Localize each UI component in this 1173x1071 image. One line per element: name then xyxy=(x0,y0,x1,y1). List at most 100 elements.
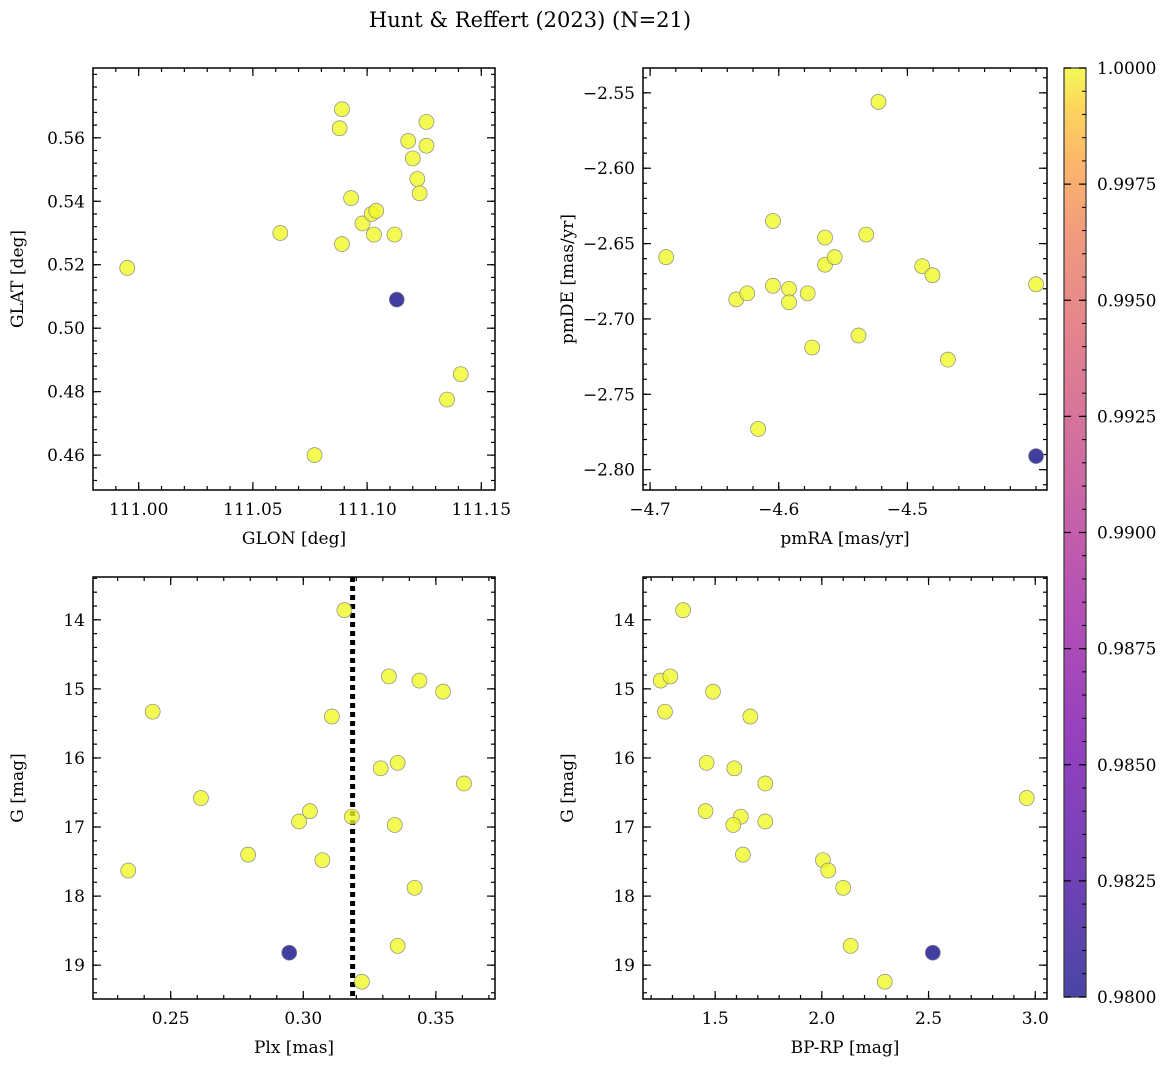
x-axis-label: GLON [deg] xyxy=(242,529,346,549)
colorbar-tick-label: 1.0000 xyxy=(1097,59,1156,79)
figure-title: Hunt & Reffert (2023) (N=21) xyxy=(369,8,691,32)
scatter-point xyxy=(406,879,423,896)
y-tick-label: 17 xyxy=(63,818,85,838)
scatter-point xyxy=(120,862,137,879)
panel-2: −4.7 −4.6 −4.5 −2.80 −2.75 −2.70 −2.65 −2.60 −2.… xyxy=(558,67,1048,549)
axis-ticks xyxy=(643,68,1047,490)
x-tick-label: 3.0 xyxy=(1022,1009,1049,1029)
scatter-point xyxy=(870,94,887,110)
scatter-point xyxy=(144,703,161,720)
x-tick-label: −4.6 xyxy=(758,500,799,520)
scatter-point xyxy=(404,150,421,167)
scatter-point xyxy=(705,683,721,700)
scatter-point xyxy=(409,171,426,187)
scatter-point xyxy=(381,668,397,685)
x-tick-label: 111.00 xyxy=(109,500,168,520)
y-tick-label: 0.48 xyxy=(47,383,85,403)
colorbar-tick-label: 0.9900 xyxy=(1097,524,1156,544)
scatter-point xyxy=(781,294,797,311)
scatter-point xyxy=(1028,448,1044,464)
scatter-point xyxy=(657,703,673,720)
axis-ticks xyxy=(93,577,495,999)
data-layer xyxy=(652,602,1035,990)
scatter-point xyxy=(765,213,781,229)
scatter-point xyxy=(314,852,331,869)
data-layer xyxy=(119,101,469,463)
axis-ticks xyxy=(643,577,1047,999)
scatter-point xyxy=(240,846,256,863)
x-tick-label: 1.5 xyxy=(702,1009,729,1029)
scatter-point xyxy=(306,447,323,463)
scatter-point xyxy=(876,973,893,990)
scatter-point xyxy=(343,808,360,825)
y-tick-label: 14 xyxy=(63,611,85,631)
scatter-point xyxy=(757,813,774,830)
colorbar-tick-label: 0.9800 xyxy=(1097,988,1156,1008)
x-axis-label: Plx [mas] xyxy=(254,1038,334,1058)
scatter-point xyxy=(354,215,371,232)
x-tick-label: −4.7 xyxy=(629,500,670,520)
scatter-point xyxy=(302,803,318,819)
axes-frame xyxy=(642,67,1048,491)
y-tick-label: −2.55 xyxy=(583,84,635,104)
scatter-point xyxy=(388,291,405,308)
scatter-point xyxy=(435,683,451,700)
colorbar-tick-label: 0.9875 xyxy=(1097,640,1156,660)
y-tick-label: 15 xyxy=(613,680,635,700)
scatter-point xyxy=(858,226,875,243)
scatter-point xyxy=(334,236,350,252)
y-axis-label: pmDE [mas/yr] xyxy=(558,214,578,344)
y-tick-label: −2.80 xyxy=(583,461,635,481)
scatter-point xyxy=(662,668,679,685)
y-tick-label: 17 xyxy=(613,818,635,838)
scatter-point xyxy=(697,803,714,819)
scatter-point xyxy=(739,285,756,302)
y-tick-label: 16 xyxy=(63,749,85,769)
y-tick-label: 0.52 xyxy=(47,256,85,276)
scatter-point xyxy=(765,277,781,294)
x-axis-label: BP-RP [mag] xyxy=(791,1038,900,1058)
scatter-point xyxy=(781,280,797,297)
scatter-point xyxy=(411,185,428,202)
colorbar-tick-label: 0.9975 xyxy=(1097,175,1156,195)
scatter-point xyxy=(750,421,767,437)
panel-4: 1.5 2.0 2.5 3.0 14 15 16 17 18 19 BP-RP [mag] G [ma… xyxy=(558,576,1049,1058)
y-tick-label: −2.70 xyxy=(583,310,635,330)
y-tick-label: −2.65 xyxy=(583,235,635,255)
scatter-point xyxy=(400,133,417,149)
x-tick-label: 111.05 xyxy=(223,500,282,520)
colorbar-tick-label: 0.9950 xyxy=(1097,291,1156,311)
scatter-point xyxy=(658,249,675,265)
scatter-point xyxy=(281,944,298,961)
scatter-point xyxy=(386,226,403,243)
scatter-point xyxy=(742,708,759,725)
scatter-point xyxy=(193,790,209,806)
scatter-point xyxy=(456,775,472,792)
scatter-point xyxy=(331,120,348,137)
scatter-point xyxy=(366,226,382,243)
scatter-point xyxy=(726,760,743,777)
axes-frame xyxy=(642,576,1048,1000)
scatter-point xyxy=(119,260,136,276)
y-tick-label: 19 xyxy=(613,956,635,976)
scatter-point xyxy=(1018,790,1035,806)
x-tick-label: −4.5 xyxy=(887,500,928,520)
scatter-point xyxy=(835,879,852,896)
scatter-point xyxy=(804,339,821,356)
scatter-point xyxy=(389,754,406,771)
scatter-point xyxy=(820,862,837,879)
y-axis-label: G [mag] xyxy=(8,753,28,822)
colorbar-tick-label: 0.9850 xyxy=(1097,756,1156,776)
scatter-point xyxy=(1028,276,1044,293)
y-tick-label: 0.56 xyxy=(47,129,85,149)
x-tick-label: 0.30 xyxy=(284,1009,322,1029)
scatter-point xyxy=(439,391,455,408)
scatter-point xyxy=(452,366,469,383)
scatter-point xyxy=(418,114,435,130)
axes-frame xyxy=(92,67,496,491)
scatter-point xyxy=(336,602,353,619)
y-axis-label: GLAT [deg] xyxy=(8,230,28,328)
scatter-point xyxy=(817,229,833,246)
